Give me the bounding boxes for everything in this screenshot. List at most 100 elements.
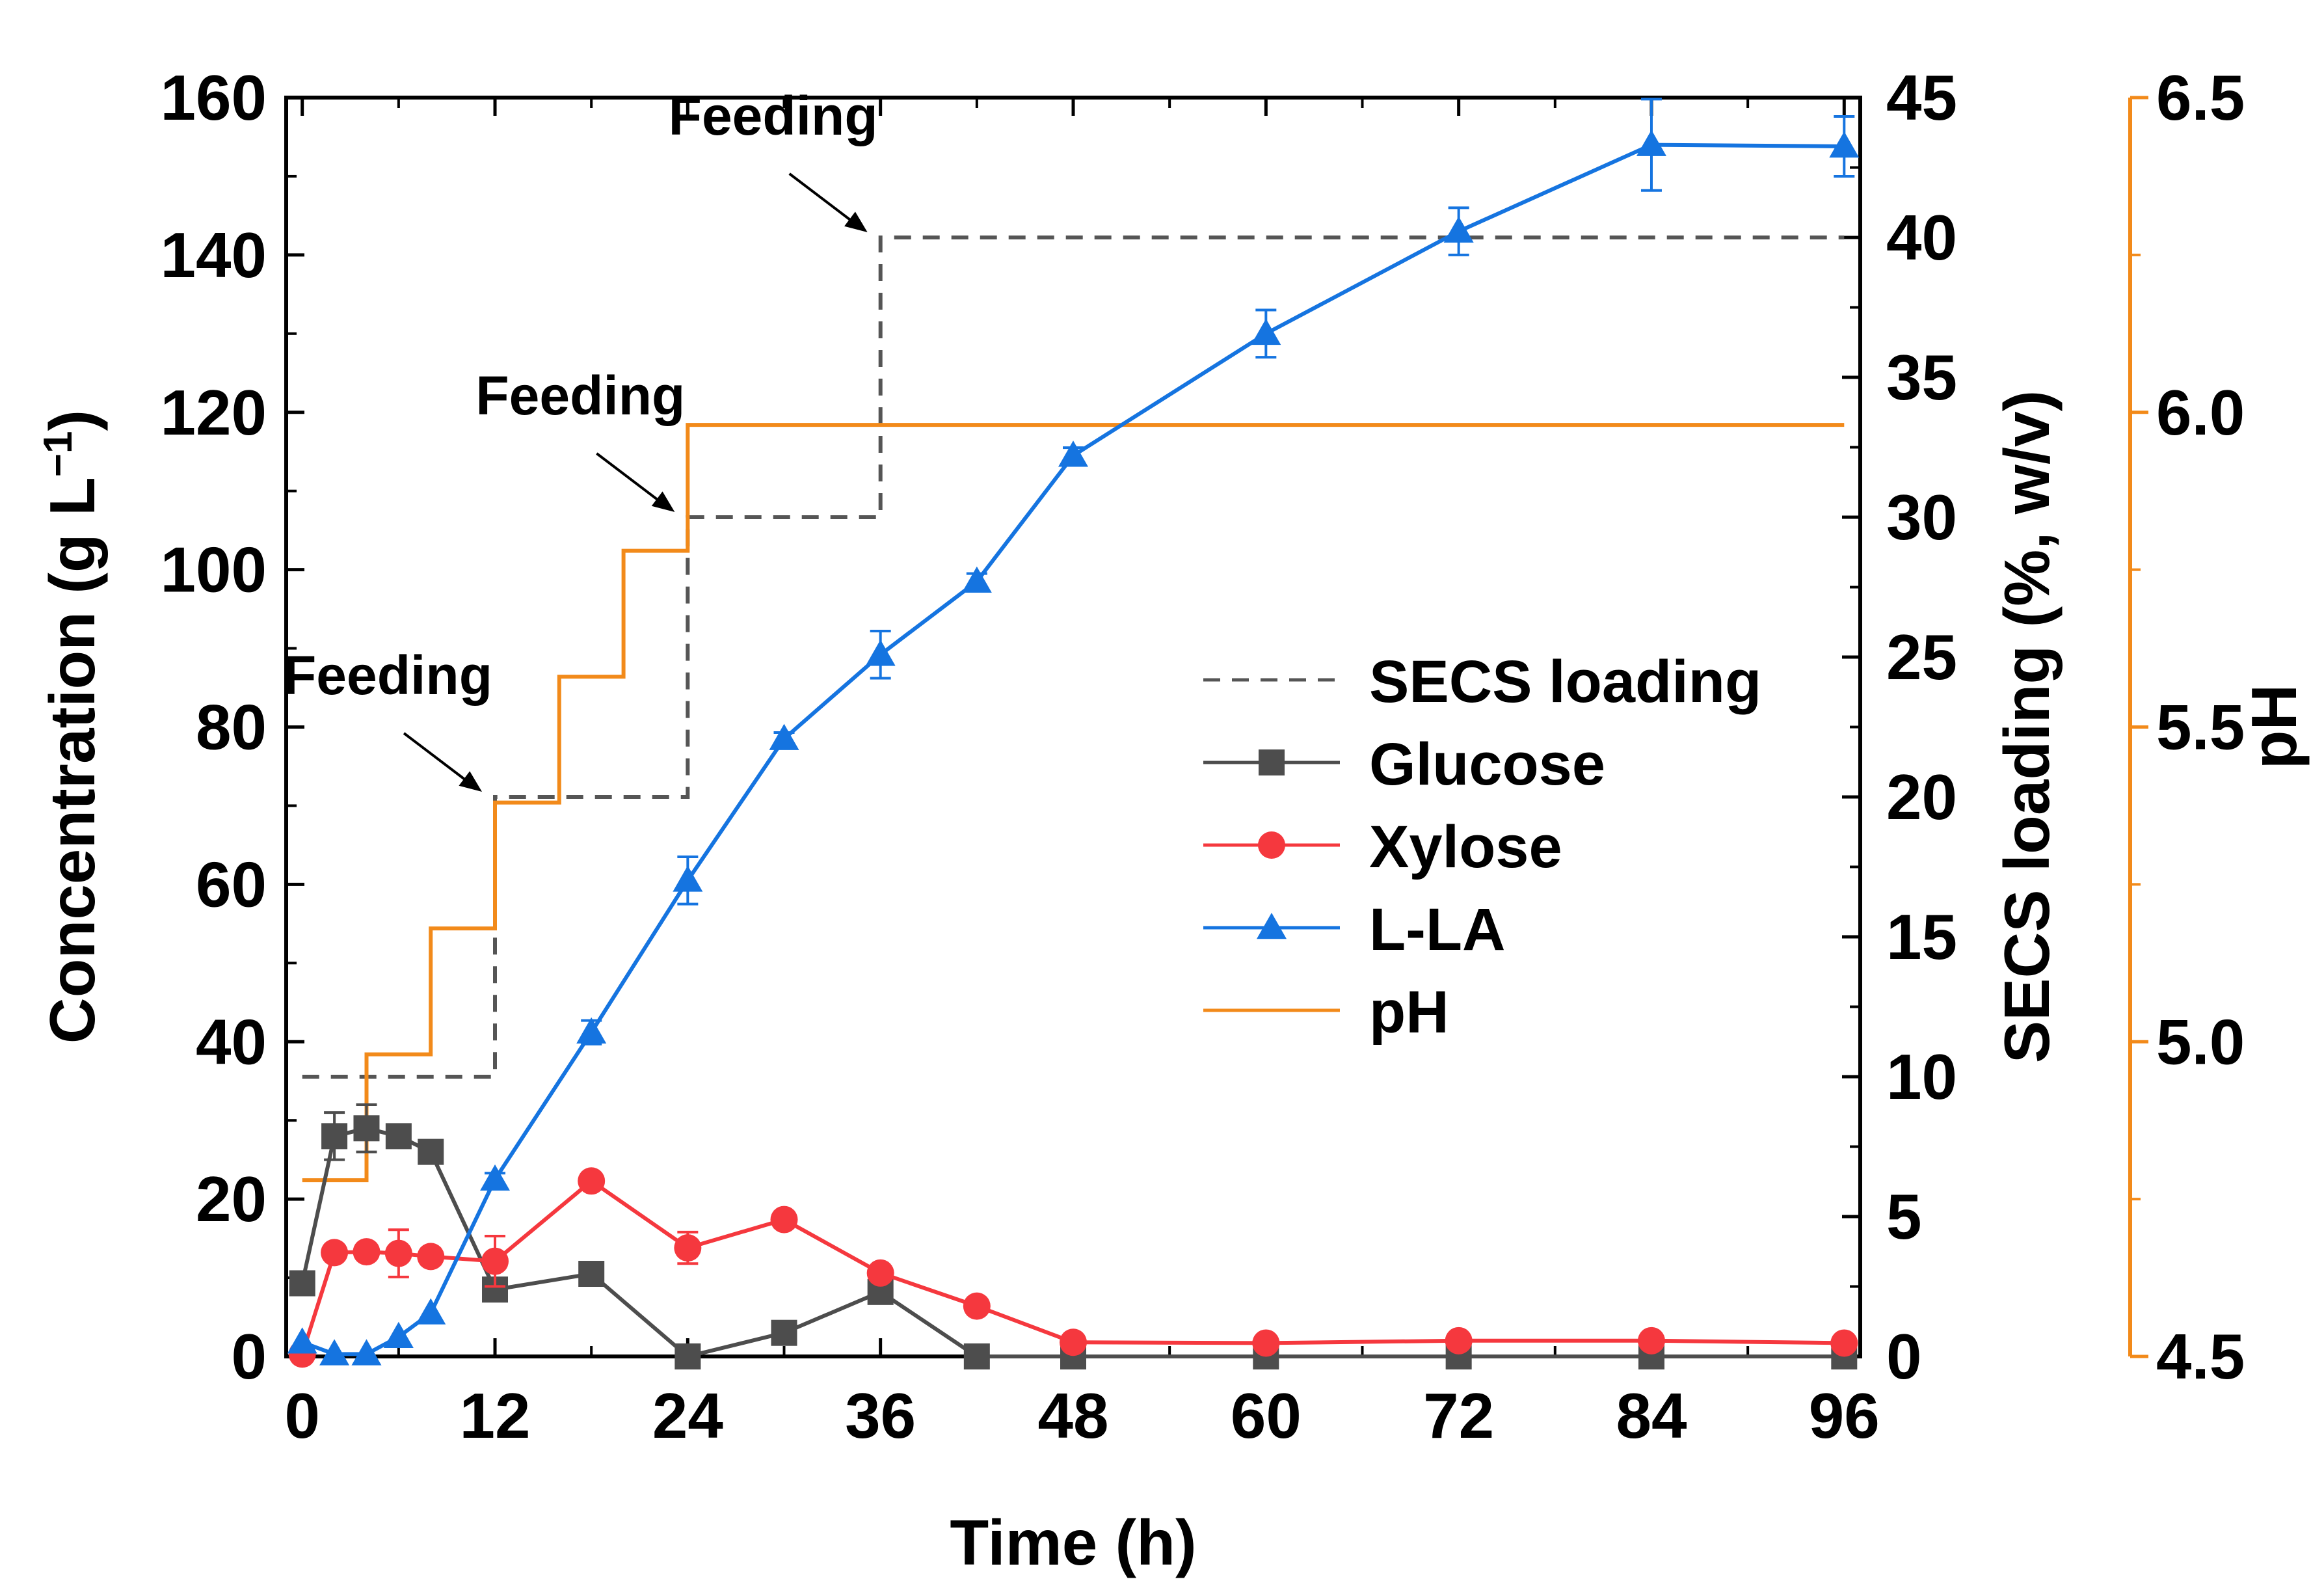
series-xylose xyxy=(288,1167,1858,1368)
ph-tick-label: 4.5 xyxy=(2156,1321,2245,1392)
point-xylose xyxy=(417,1243,445,1271)
series-ph xyxy=(302,423,1845,1183)
series-line-ph xyxy=(302,423,1845,1183)
series-line-secs-loading xyxy=(302,236,1845,1079)
point-l-la xyxy=(319,1339,350,1366)
series-secs-loading xyxy=(302,236,1845,1079)
left-axis-ticks: 0 20 40 60 80 100 120 140 160 xyxy=(160,62,304,1392)
point-l-la xyxy=(1251,318,1281,345)
left-tick-label: 60 xyxy=(196,848,267,920)
secs-tick-label: 30 xyxy=(1886,481,1957,553)
x-tick-label: 48 xyxy=(1037,1380,1108,1451)
point-l-la xyxy=(1829,131,1860,158)
secs-tick-label: 15 xyxy=(1886,901,1957,973)
ph-tick-label: 6.0 xyxy=(2156,377,2245,448)
x-tick-label: 60 xyxy=(1231,1380,1302,1451)
legend-label-ph: pH xyxy=(1369,979,1449,1045)
feeding-label: Feeding xyxy=(283,645,492,706)
point-xylose xyxy=(384,1239,412,1267)
plot-frame xyxy=(284,96,1862,1358)
series-line-l-la xyxy=(301,142,1845,1356)
point-glucose xyxy=(353,1115,380,1142)
feeding-arrow xyxy=(403,732,475,788)
feeding-arrow xyxy=(596,452,668,508)
legend-marker-l-la xyxy=(1257,913,1287,939)
point-glucose xyxy=(289,1270,315,1297)
ph-tick-label: 6.5 xyxy=(2156,62,2245,133)
secs-tick-label: 25 xyxy=(1886,621,1957,693)
point-glucose xyxy=(321,1123,348,1150)
ph-tick-label: 5.0 xyxy=(2156,1006,2245,1077)
point-xylose xyxy=(353,1238,381,1266)
legend: SECS loading Glucose Xylose L-LA pH xyxy=(1203,649,1761,1045)
point-l-la xyxy=(865,640,896,666)
feeding-label: Feeding xyxy=(669,85,878,146)
x-tick-label: 84 xyxy=(1616,1380,1687,1451)
point-l-la xyxy=(383,1321,414,1349)
feeding-arrowhead xyxy=(844,211,868,232)
point-l-la xyxy=(576,1017,607,1044)
point-glucose xyxy=(418,1139,444,1165)
y-right-secs-axis-label: SECS loading (%, w/v) xyxy=(1991,390,2063,1064)
left-tick-label: 40 xyxy=(196,1006,267,1077)
ph-axis-ticks: 4.5 5.0 5.5 6.0 6.5 xyxy=(2128,62,2245,1392)
point-l-la xyxy=(1443,216,1474,243)
left-tick-label: 120 xyxy=(160,377,267,448)
secs-tick-label: 45 xyxy=(1886,62,1957,133)
point-l-la xyxy=(416,1298,446,1325)
x-tick-label: 72 xyxy=(1423,1380,1494,1451)
y-left-axis-label: Concentration (g L−1) xyxy=(36,410,108,1044)
point-xylose xyxy=(1830,1329,1858,1357)
legend-label-secs-loading: SECS loading xyxy=(1369,649,1761,715)
point-glucose xyxy=(578,1261,605,1287)
left-tick-label: 20 xyxy=(196,1163,267,1235)
legend-marker-xylose xyxy=(1258,831,1285,859)
legend-label-l-la: L-LA xyxy=(1369,896,1505,963)
point-glucose xyxy=(771,1319,797,1346)
legend-marker-glucose xyxy=(1259,749,1285,775)
point-xylose xyxy=(1060,1328,1087,1356)
series-layer xyxy=(287,98,1860,1369)
secs-tick-label: 35 xyxy=(1886,342,1957,413)
point-xylose xyxy=(1445,1327,1473,1354)
x-tick-label: 96 xyxy=(1809,1380,1880,1451)
feeding-arrowhead xyxy=(651,491,675,512)
x-tick-label: 12 xyxy=(460,1380,531,1451)
secs-tick-label: 10 xyxy=(1886,1041,1957,1112)
secs-tick-label: 5 xyxy=(1886,1181,1922,1252)
left-tick-label: 140 xyxy=(160,219,267,291)
left-tick-label: 100 xyxy=(160,534,267,606)
left-tick-label: 80 xyxy=(196,692,267,763)
x-axis-ticks: 0 12 24 36 48 60 72 84 96 xyxy=(284,98,1880,1451)
legend-label-xylose: Xylose xyxy=(1369,814,1562,880)
series-l-la xyxy=(287,98,1860,1366)
x-tick-label: 36 xyxy=(845,1380,916,1451)
secs-tick-label: 20 xyxy=(1886,761,1957,833)
point-l-la xyxy=(769,723,799,750)
feeding-arrowhead xyxy=(459,771,483,792)
point-xylose xyxy=(770,1206,798,1233)
point-l-la xyxy=(287,1327,317,1354)
secs-axis-ticks: 0 5 10 15 20 25 30 35 40 45 xyxy=(1842,62,1957,1392)
point-xylose xyxy=(1252,1329,1280,1357)
annotation-layer: Feeding Feeding Feeding xyxy=(283,85,878,792)
x-tick-label: 0 xyxy=(284,1380,320,1451)
ph-tick-label: 5.5 xyxy=(2156,692,2245,763)
point-xylose xyxy=(866,1259,894,1287)
feeding-arrow xyxy=(788,172,861,228)
point-xylose xyxy=(321,1239,349,1267)
point-l-la xyxy=(480,1164,511,1191)
point-l-la xyxy=(673,865,703,892)
point-xylose xyxy=(674,1234,702,1262)
left-tick-label: 0 xyxy=(231,1321,267,1392)
point-xylose xyxy=(1637,1327,1665,1354)
secs-tick-label: 40 xyxy=(1886,202,1957,273)
secs-tick-label: 0 xyxy=(1886,1321,1922,1392)
left-tick-label: 160 xyxy=(160,62,267,133)
point-xylose xyxy=(481,1247,509,1275)
point-xylose xyxy=(578,1167,606,1195)
point-l-la xyxy=(961,566,992,593)
point-l-la xyxy=(1636,129,1666,156)
point-l-la xyxy=(351,1339,382,1366)
